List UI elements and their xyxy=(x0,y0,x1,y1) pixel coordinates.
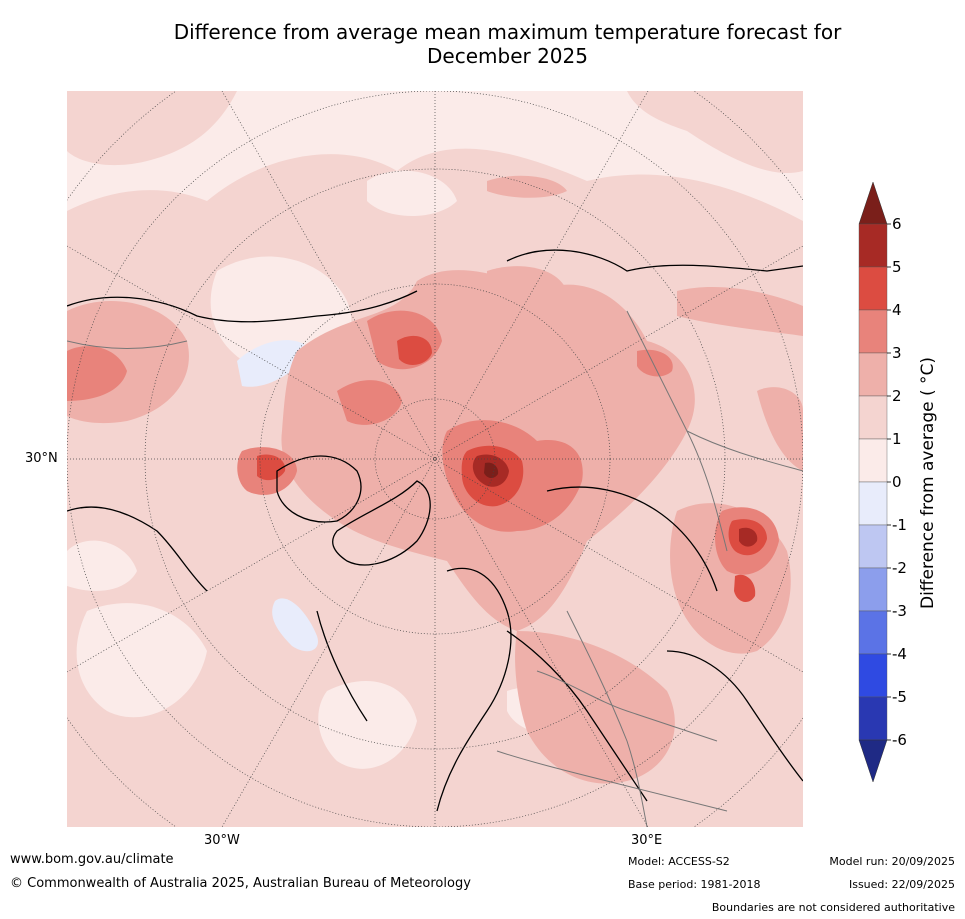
colorbar-tick-label: -6 xyxy=(892,731,907,749)
footer-copyright: © Commonwealth of Australia 2025, Austra… xyxy=(10,876,471,891)
colorbar-bin xyxy=(858,610,888,655)
colorbar-bin xyxy=(858,266,888,311)
colorbar-extend-high xyxy=(858,181,888,225)
colorbar-bin xyxy=(858,309,888,354)
footer-issued: Issued: 22/09/2025 xyxy=(848,878,955,891)
colorbar: 6 5 4 3 2 1 0 -1 -2 -3 -4 -5 -6 xyxy=(858,181,907,783)
colorbar-tick-label: -3 xyxy=(892,602,907,620)
colorbar-bin xyxy=(858,481,888,526)
colorbar-tick-label: -1 xyxy=(892,516,907,534)
forecast-map xyxy=(67,91,803,827)
anomaly-zone-5-plus xyxy=(472,454,758,547)
colorbar-tick-label: 5 xyxy=(892,258,902,276)
country-borders xyxy=(67,310,803,827)
colorbar-tick-label: 6 xyxy=(892,215,902,233)
colorbar-tick-label: -4 xyxy=(892,645,907,663)
colorbar-bin xyxy=(858,696,888,741)
graticule xyxy=(67,91,803,827)
colorbar-bin xyxy=(858,567,888,612)
colorbar-tick-label: -2 xyxy=(892,559,907,577)
footer-website: www.bom.gov.au/climate xyxy=(10,852,174,867)
longitude-label-30w: 30°W xyxy=(204,833,240,848)
footer-base-period: Base period: 1981-2018 xyxy=(628,878,761,891)
colorbar-tick-label: 4 xyxy=(892,301,902,319)
colorbar-label-text: Difference from average ( °C) xyxy=(918,356,938,610)
colorbar-tick-label: 1 xyxy=(892,430,902,448)
colorbar-tick-label: -5 xyxy=(892,688,907,706)
colorbar-tick-label: 3 xyxy=(892,344,902,362)
chart-title: Difference from average mean maximum tem… xyxy=(40,20,965,68)
chart-title-line1: Difference from average mean maximum tem… xyxy=(173,20,842,44)
colorbar-bin xyxy=(858,524,888,569)
latitude-label-30n: 30°N xyxy=(25,451,58,466)
colorbar-bin xyxy=(858,395,888,440)
colorbar-bin xyxy=(858,352,888,397)
coastlines xyxy=(67,249,803,812)
colorbar-extend-low xyxy=(858,739,888,783)
colorbar-tick-label: 0 xyxy=(892,473,902,491)
footer-model: Model: ACCESS-S2 xyxy=(628,855,730,868)
colorbar-bin xyxy=(858,223,888,268)
footer-model-run: Model run: 20/09/2025 xyxy=(829,855,955,868)
colorbar-tick-label: 2 xyxy=(892,387,902,405)
longitude-label-30e: 30°E xyxy=(631,833,663,848)
anomaly-zone-negative xyxy=(237,340,318,652)
chart-title-line2: December 2025 xyxy=(427,44,588,68)
footer-disclaimer: Boundaries are not considered authoritat… xyxy=(711,901,955,914)
colorbar-bin xyxy=(858,653,888,698)
colorbar-bin xyxy=(858,438,888,483)
